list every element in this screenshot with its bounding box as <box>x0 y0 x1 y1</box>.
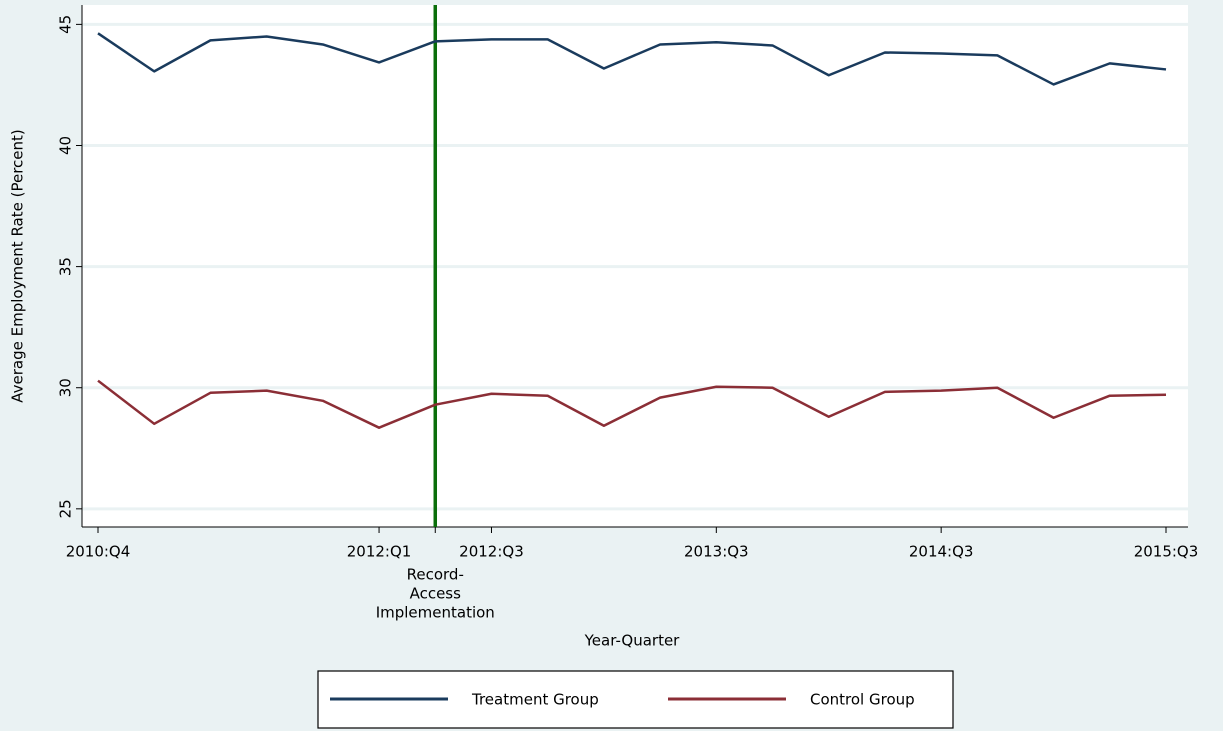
y-tick-label: 45 <box>57 15 75 34</box>
reference-label: Implementation <box>376 604 495 622</box>
y-tick-label: 35 <box>57 257 75 276</box>
x-tick-label: 2014:Q3 <box>909 543 974 561</box>
x-tick-label: 2012:Q3 <box>459 543 524 561</box>
x-tick-label: 2010:Q4 <box>66 543 131 561</box>
series-line <box>97 379 1167 429</box>
series-line <box>97 32 1167 86</box>
y-tick-label: 30 <box>57 378 75 397</box>
y-tick-label: 40 <box>57 136 75 155</box>
reference-label: Access <box>410 585 462 603</box>
legend-label: Treatment Group <box>471 691 599 709</box>
y-tick-label: 25 <box>57 499 75 518</box>
reference-label: Record- <box>407 566 464 584</box>
x-axis-title: Year-Quarter <box>584 632 681 650</box>
x-tick-label: 2013:Q3 <box>684 543 749 561</box>
x-tick-label: 2012:Q1 <box>347 543 412 561</box>
x-tick-label: 2015:Q3 <box>1134 543 1199 561</box>
y-axis-title: Average Employment Rate (Percent) <box>9 129 27 403</box>
legend-label: Control Group <box>810 691 915 709</box>
